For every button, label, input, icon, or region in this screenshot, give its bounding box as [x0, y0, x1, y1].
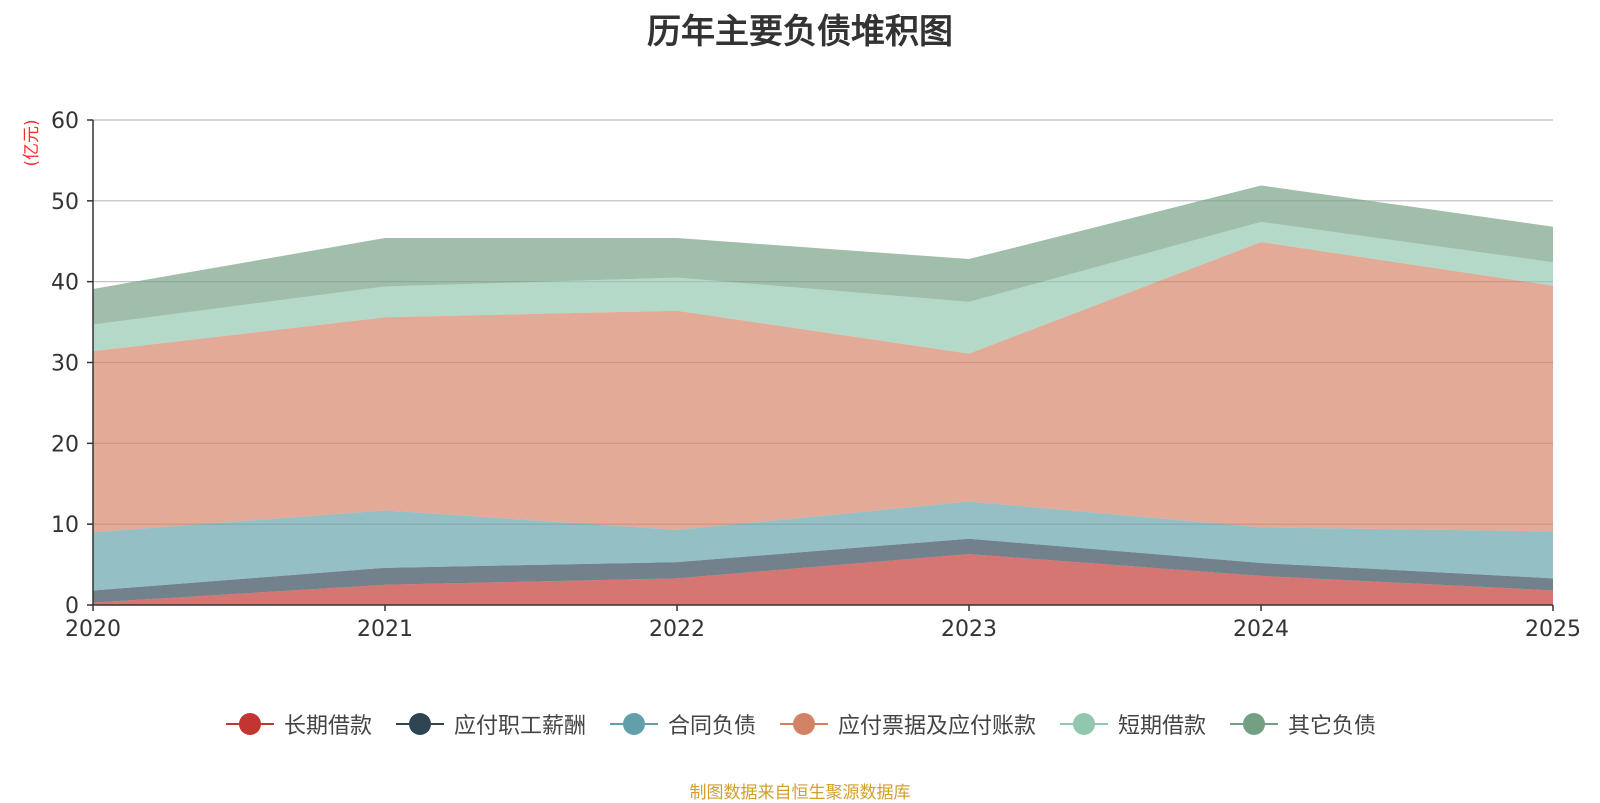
legend-label: 其它负债	[1288, 714, 1377, 739]
legend-label: 应付职工薪酬	[453, 714, 586, 739]
y-tick-label: 20	[51, 432, 79, 457]
legend-label: 短期借款	[1118, 714, 1207, 739]
chart-title: 历年主要负债堆积图	[647, 12, 953, 52]
area-series-2[interactable]	[93, 501, 1553, 591]
legend-item-2[interactable]: 合同负债	[608, 708, 756, 740]
legend-item-1[interactable]: 应付职工薪酬	[394, 708, 586, 740]
area-series	[93, 185, 1553, 605]
area-series-5[interactable]	[93, 185, 1553, 325]
y-axis-unit-label: (亿元)	[22, 119, 42, 166]
legend-label: 长期借款	[283, 714, 372, 739]
legend-label: 应付票据及应付账款	[838, 714, 1037, 739]
y-tick-label: 10	[51, 513, 79, 538]
y-tick-label: 0	[65, 594, 79, 619]
legend-marker-icon	[609, 713, 658, 735]
area-series-4[interactable]	[93, 221, 1553, 354]
x-tick-label: 2022	[649, 617, 705, 642]
y-tick-label: 50	[51, 190, 79, 215]
x-tick-label: 2024	[1233, 617, 1289, 642]
x-tick-label: 2023	[941, 617, 997, 642]
x-tick-label: 2020	[65, 617, 121, 642]
area-series-1[interactable]	[93, 538, 1553, 603]
x-tick-label: 2025	[1525, 617, 1581, 642]
legend-item-5[interactable]: 其它负债	[1228, 708, 1376, 740]
axes: 0 10 20 30 40 50 60 2020 2021 2022 2023 2024 2025	[51, 109, 1581, 642]
legend-marker-icon	[1060, 713, 1109, 735]
area-series-0[interactable]	[93, 554, 1553, 605]
x-tick-label: 2021	[357, 617, 413, 642]
legend: 长期借款 应付职工薪酬 合同负债 应付票据及应付账款 短期借款 其它负债	[0, 708, 1600, 740]
legend-label: 合同负债	[667, 714, 756, 739]
legend-marker-icon	[225, 713, 274, 735]
y-tick-label: 40	[51, 271, 79, 296]
legend-marker-icon	[395, 713, 444, 735]
area-series-3[interactable]	[93, 242, 1553, 533]
source-note: 制图数据来自恒生聚源数据库	[689, 783, 911, 803]
y-tick-label: 60	[51, 109, 79, 134]
legend-item-4[interactable]: 短期借款	[1058, 708, 1206, 740]
legend-marker-icon	[1230, 713, 1279, 735]
legend-item-0[interactable]: 长期借款	[224, 708, 372, 740]
legend-item-3[interactable]: 应付票据及应付账款	[778, 708, 1036, 740]
y-tick-label: 30	[51, 352, 79, 377]
legend-marker-icon	[780, 713, 828, 735]
